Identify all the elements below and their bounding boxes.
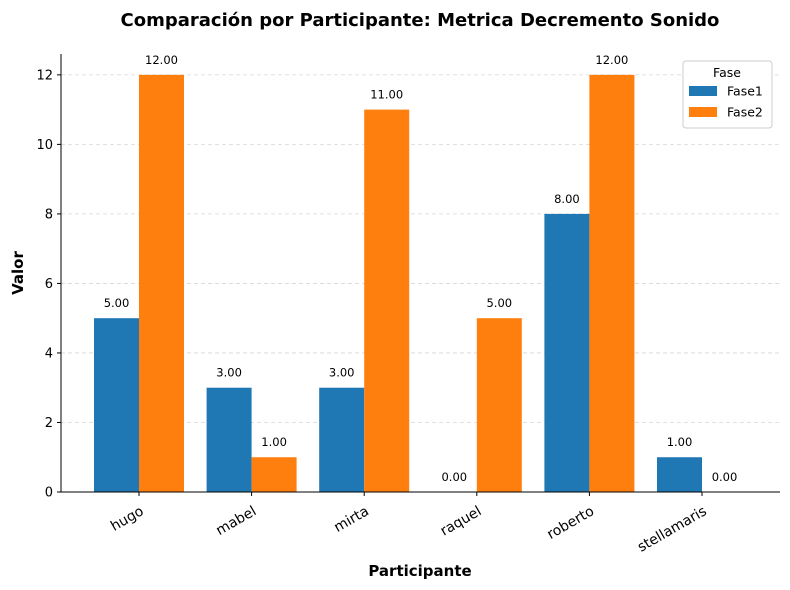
bar-fase1-hugo [94,318,139,492]
x-tick-label: raquel [438,503,485,539]
legend-title: Fase [713,65,741,80]
bar-fase2-mirta [364,109,410,492]
y-tick-label: 8 [45,207,53,222]
legend-swatch-fase1 [689,86,717,96]
x-tick-label: mabel [213,503,259,539]
data-label: 1.00 [667,435,693,449]
data-label: 1.00 [261,435,287,449]
y-tick-label: 12 [36,68,53,83]
bar-fase2-raquel [476,318,522,492]
data-labels: 5.00 3.00 3.00 0.00 8.00 1.00 12.00 1.00 11.00 5.… [104,53,738,484]
y-tick-label: 4 [45,346,53,361]
y-tick-label: 10 [36,138,53,153]
bars [94,74,702,492]
y-axis-label: Valor [9,251,27,295]
x-tick-label: stellamaris [635,503,710,555]
legend-swatch-fase2 [689,107,717,117]
x-tick-label: mirta [331,503,371,536]
y-tick-label: 6 [45,277,53,292]
y-axis-ticks: 0 2 4 6 8 10 12 [36,68,61,501]
bar-fase2-roberto [589,74,635,492]
chart-title: Comparación por Participante: Metrica De… [121,10,720,31]
x-axis-label: Participante [368,562,471,580]
legend-label: Fase1 [727,84,763,99]
data-label: 11.00 [370,88,403,102]
legend: Fase Fase1 Fase2 [682,60,773,129]
data-label: 12.00 [595,53,628,67]
x-axis-ticks: hugo mabel mirta raquel roberto stellamaris [108,492,710,556]
data-label: 8.00 [554,192,580,206]
axes [60,54,780,493]
x-tick-label: roberto [545,503,597,543]
y-tick-label: 0 [45,486,53,501]
legend-label: Fase2 [727,105,763,120]
y-tick-label: 2 [45,416,53,431]
data-label: 0.00 [712,470,738,484]
bar-fase1-roberto [544,213,590,492]
data-label: 3.00 [329,366,355,380]
data-label: 0.00 [441,470,467,484]
bar-fase2-hugo [139,74,184,492]
x-tick-label: hugo [108,503,146,534]
bar-fase1-mabel [206,387,252,492]
bar-fase1-mirta [319,387,365,492]
data-label: 5.00 [104,296,130,310]
bar-fase1-stellamaris [657,457,702,492]
data-label: 5.00 [486,296,512,310]
data-label: 12.00 [145,53,178,67]
data-label: 3.00 [216,366,242,380]
bar-fase2-mabel [251,457,297,492]
